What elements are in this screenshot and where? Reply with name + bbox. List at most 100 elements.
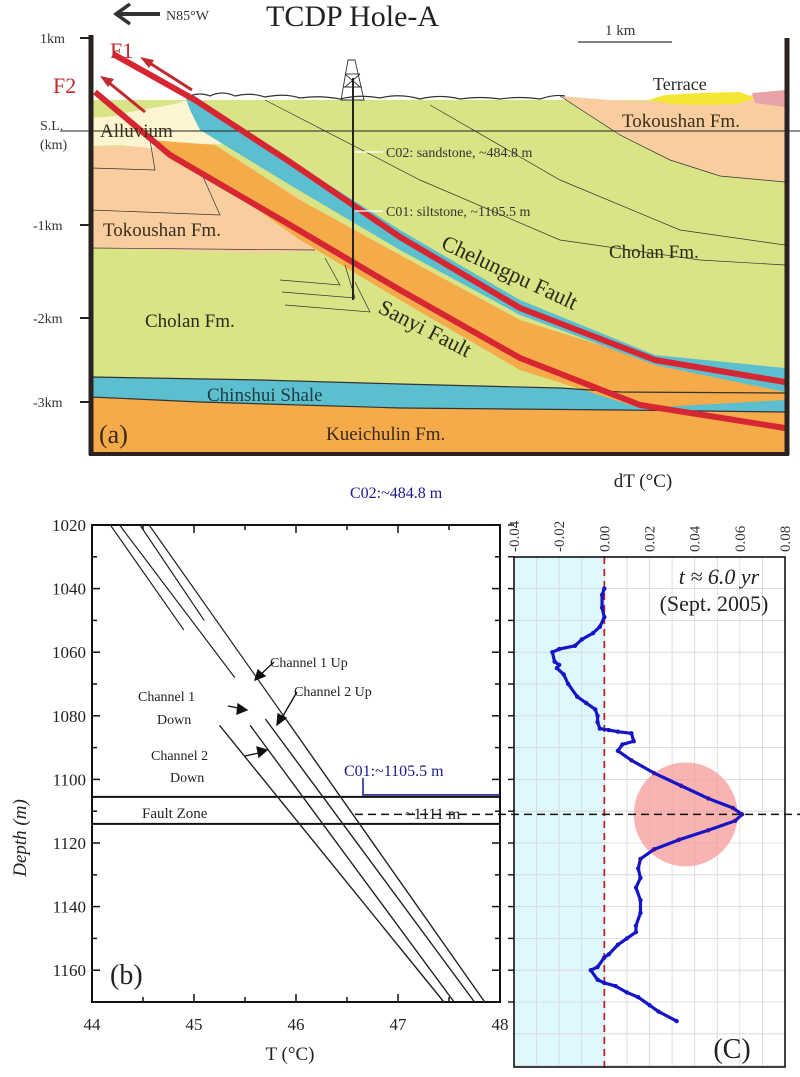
panel-c-annotation-date: (Sept. 2005) [660, 591, 769, 616]
dT-point [613, 983, 618, 989]
tokoushan-left-label: Tokoushan Fm. [103, 220, 221, 241]
dT-point [602, 615, 607, 620]
channel-1-up-arrow-icon [253, 661, 275, 682]
dT-point [638, 875, 643, 881]
dT-point [733, 818, 738, 823]
ytick-label: 1100 [53, 770, 86, 789]
dT-point [556, 662, 562, 668]
direction-label: N85°W [166, 9, 210, 24]
dT-point [636, 995, 641, 1000]
channel-1-down-arrow-icon [227, 702, 249, 716]
xtick-label: 0.02 [643, 526, 659, 552]
ytick-1km: 1km [40, 32, 65, 47]
c02-depth-label: C02:~484.8 m [350, 485, 443, 502]
fault-f1-chelungpu [111, 51, 786, 385]
panel-c-xlabel: dT (°C) [614, 471, 672, 492]
chinshui-thrust-sheet [185, 96, 785, 392]
ytick-sl: S.L. [40, 119, 63, 134]
series-channel-2-up [285, 718, 486, 1003]
cholan-left-label: Cholan Fm. [145, 311, 235, 332]
dT-point [633, 923, 639, 928]
c02-core-label: C02: sandstone, ~484.8 m [386, 146, 533, 161]
dT-point [552, 659, 557, 664]
ytick-minus1km: -1km [33, 219, 63, 234]
xtick-label: -0.04 [507, 520, 523, 552]
dT-point [588, 968, 593, 973]
panel-b-label: (b) [110, 960, 143, 991]
xtick-label: -0.02 [552, 521, 568, 552]
ytick-label: 1120 [53, 834, 86, 853]
depth-1111-label: ~1111 m [405, 806, 461, 823]
xtick-label: 46 [288, 1015, 305, 1034]
dT-series [550, 586, 745, 1024]
panel-b-xlabel: T (°C) [266, 1044, 315, 1065]
dT-point [554, 665, 560, 671]
dT-point [624, 936, 630, 941]
dT-point [584, 700, 589, 706]
kueichulin-label: Kueichulin Fm. [326, 424, 445, 445]
dT-point [638, 910, 643, 916]
xtick-label: 0.00 [597, 526, 613, 552]
f2-slip-arrow-icon [100, 76, 146, 114]
dT-point [631, 739, 636, 744]
dT-point [593, 707, 598, 712]
dT-point [599, 605, 605, 610]
channel-2-up-label: Channel 2 Up [294, 685, 372, 700]
ytick-label: 1080 [52, 707, 86, 726]
dT-point [579, 637, 584, 642]
series-channel-1-down-upper [109, 524, 185, 631]
panel-a-cross-section: N85°W TCDP Hole-A 1 km [33, 0, 800, 456]
panel-b-ylabel: Depth (m) [10, 799, 31, 878]
dT-point [624, 990, 630, 995]
ytick-label: 1160 [53, 961, 86, 980]
c01-depth-label: C01:~1105.5 m [344, 763, 444, 780]
dT-point [633, 929, 639, 935]
panel-c-plot-frame [513, 556, 786, 1068]
tokoushan-right-area [560, 90, 785, 182]
c01-core-label: C01: siltstone, ~1105.5 m [386, 205, 530, 220]
ytick-minus3km: -3km [33, 396, 63, 411]
scale-bar-label: 1 km [605, 23, 636, 39]
dT-point [606, 952, 612, 957]
dT-point [602, 955, 607, 960]
terrace-label: Terrace [653, 74, 707, 94]
chinshui-shale-bottom-area [91, 377, 785, 412]
ground-surface [189, 92, 566, 100]
dT-point [629, 731, 634, 736]
fault-zone-label: Fault Zone [142, 806, 208, 822]
xtick-label: 48 [492, 1015, 509, 1034]
ytick-label: 1140 [53, 898, 86, 917]
dT-point [638, 856, 643, 862]
dT-point [730, 805, 736, 811]
dT-point [572, 643, 578, 649]
series-channel-1-down [218, 724, 445, 1003]
channel-1-down-label-2: Down [157, 713, 191, 728]
xtick-label: 44 [84, 1015, 102, 1034]
ytick-label: 1040 [52, 580, 86, 599]
fault-zone-band [92, 795, 500, 825]
dT-point [647, 1002, 652, 1008]
chinshui-shale-label: Chinshui Shale [207, 385, 323, 406]
series-channel-2-down [249, 724, 455, 1003]
dT-point [620, 742, 625, 747]
channel-1-down-label-1: Channel 1 [138, 690, 195, 705]
direction-arrow-icon [112, 2, 160, 26]
f2-label: F2 [53, 73, 76, 98]
f1-label: F1 [110, 38, 133, 63]
panel-a-label: (a) [99, 420, 128, 449]
dT-point [636, 866, 641, 871]
panel-b-ytick-labels: 1020 1040 1060 1080 1100 1120 1140 1160 [52, 516, 86, 980]
xtick-label: 45 [186, 1015, 203, 1034]
c01-bracket [362, 778, 500, 796]
dT-point [595, 964, 600, 970]
fault-f2-sanyi [93, 89, 786, 431]
xtick-label: 0.06 [733, 525, 749, 552]
dT-point [674, 1018, 679, 1024]
dT-point [550, 650, 555, 655]
panel-a-title: TCDP Hole-A [266, 0, 439, 33]
dT-point [556, 646, 562, 652]
panel-b-series [109, 524, 486, 1003]
series-channel-1-up [264, 718, 476, 1003]
dT-point [575, 694, 580, 699]
